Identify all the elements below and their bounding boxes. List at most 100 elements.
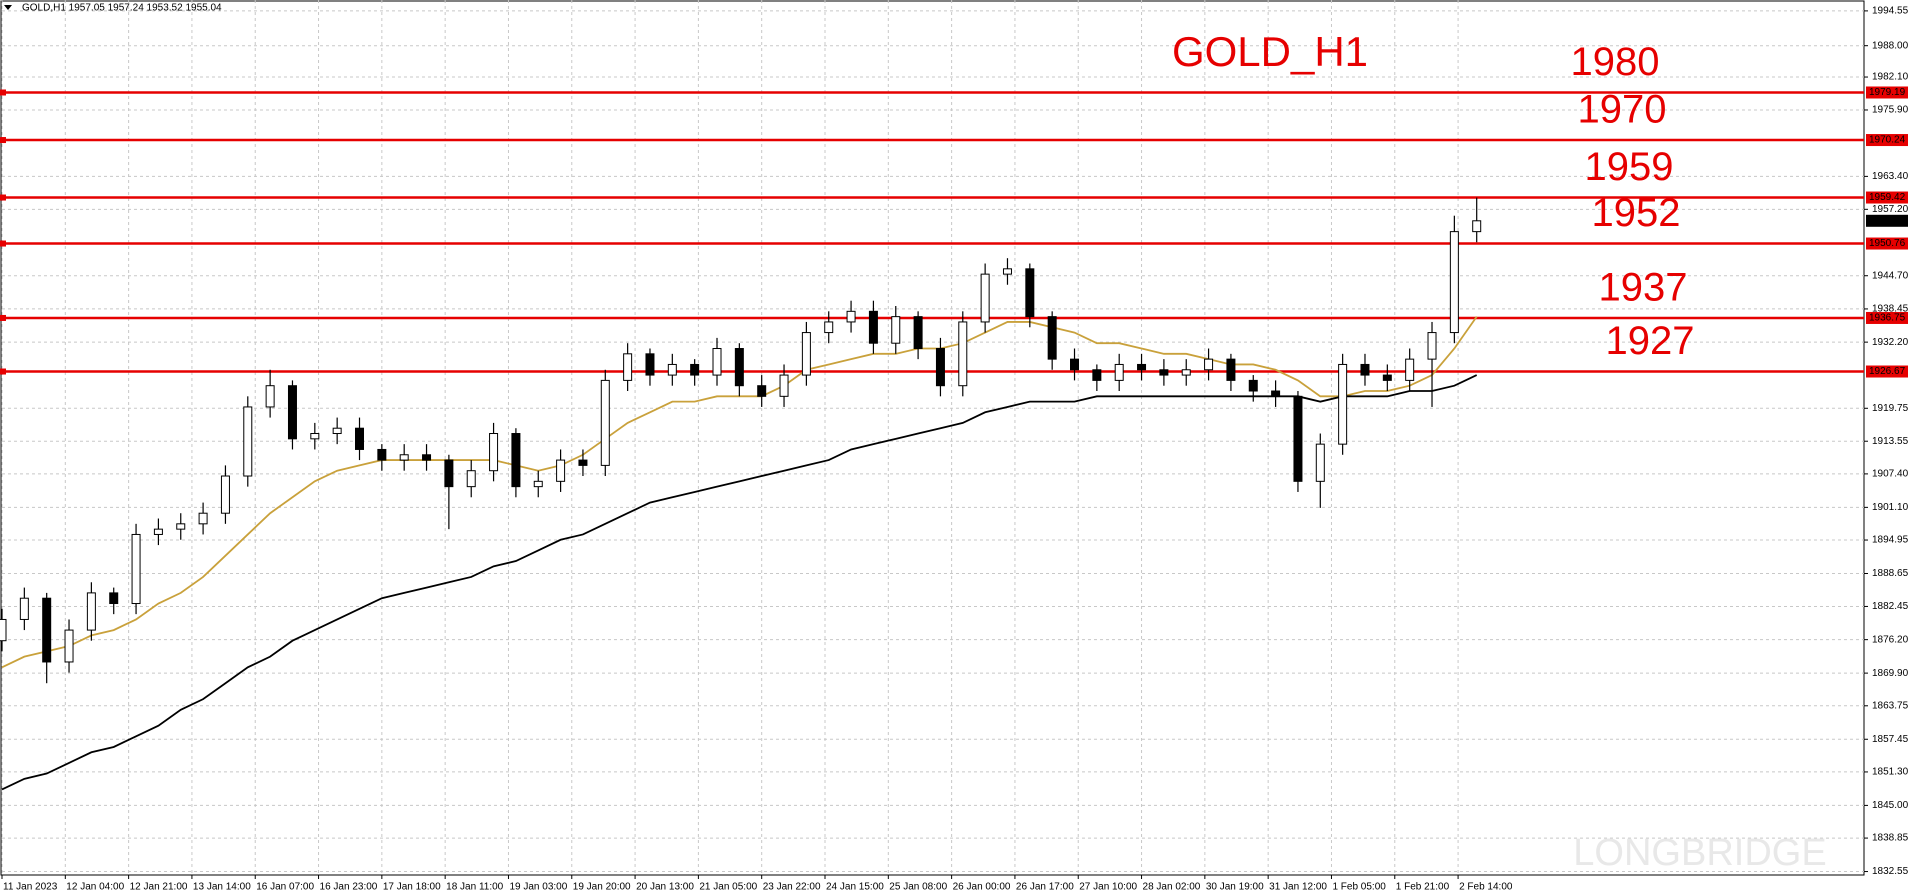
- candle-body: [332, 427, 342, 435]
- candle-body: [109, 592, 119, 605]
- moving-average: [1, 374, 1478, 791]
- level-marker: [0, 194, 6, 201]
- last-price-label: 1955.04: [1869, 215, 1906, 226]
- candle-body: [1427, 332, 1437, 360]
- y-tick-label: 1888.65: [1872, 568, 1909, 579]
- candle-body: [466, 470, 476, 488]
- level-note: 1970: [1578, 88, 1667, 132]
- level-tag-label: 1936.75: [1869, 313, 1906, 324]
- candle-body: [511, 433, 521, 488]
- candle-body: [0, 618, 7, 642]
- y-tick-label: 1869.90: [1872, 668, 1909, 679]
- y-tick-label: 1944.70: [1872, 270, 1909, 281]
- level-tag-label: 1970.24: [1869, 135, 1906, 146]
- candle-body: [1070, 358, 1080, 371]
- level-tag: [1866, 237, 1908, 250]
- x-tick-label: 16 Jan 23:00: [320, 882, 378, 893]
- x-tick-label: 23 Jan 22:00: [763, 882, 821, 893]
- x-tick-label: 28 Jan 02:00: [1143, 882, 1201, 893]
- candle-body: [42, 597, 52, 663]
- y-tick-label: 1857.45: [1872, 734, 1909, 745]
- candle-body: [1226, 358, 1236, 381]
- candle-body: [734, 348, 744, 387]
- level-note: 1980: [1571, 40, 1660, 84]
- x-tick-label: 1 Feb 21:00: [1396, 882, 1450, 893]
- candle-body: [1002, 268, 1012, 275]
- y-tick-label: 1938.45: [1872, 304, 1909, 315]
- level-tag: [1866, 191, 1908, 204]
- candle-body: [19, 597, 29, 620]
- level-tag-label: 1979.19: [1869, 87, 1906, 98]
- y-tick-label: 1963.40: [1872, 171, 1909, 182]
- candle-body: [667, 363, 677, 376]
- x-tick-label: 27 Jan 10:00: [1079, 882, 1137, 893]
- candle-body: [980, 273, 990, 323]
- candle-body: [377, 448, 387, 461]
- x-tick-label: 12 Jan 21:00: [130, 882, 188, 893]
- y-tick-label: 1982.10: [1872, 72, 1909, 83]
- candle-body: [913, 316, 923, 350]
- level-tag-label: 1950.76: [1869, 238, 1906, 249]
- level-tag-label: 1926.67: [1869, 366, 1906, 377]
- candle-body: [1293, 395, 1303, 482]
- candle-body: [198, 512, 208, 525]
- candle-body: [489, 433, 499, 472]
- x-tick-label: 19 Jan 03:00: [509, 882, 567, 893]
- x-tick-label: 24 Jan 15:00: [826, 882, 884, 893]
- level-note: 1937: [1599, 266, 1688, 310]
- candle-body: [1159, 369, 1169, 376]
- last-price-tag: [1866, 214, 1908, 227]
- x-tick-label: 19 Jan 20:00: [573, 882, 631, 893]
- y-tick-label: 1876.20: [1872, 634, 1909, 645]
- y-tick-label: 1957.20: [1872, 204, 1909, 215]
- candle-body: [757, 385, 767, 397]
- y-tick-label: 1838.85: [1872, 833, 1909, 844]
- x-tick-label: 17 Jan 18:00: [383, 882, 441, 893]
- level-marker: [0, 368, 6, 375]
- x-tick-label: 20 Jan 13:00: [636, 882, 694, 893]
- x-tick-label: 30 Jan 19:00: [1206, 882, 1264, 893]
- candle-body: [623, 353, 633, 381]
- level-tag: [1866, 86, 1908, 99]
- candle-body: [1360, 363, 1370, 376]
- level-note: 1927: [1606, 319, 1695, 363]
- candle-body: [243, 406, 253, 477]
- candle-body: [868, 310, 878, 344]
- y-tick-label: 1882.45: [1872, 601, 1909, 612]
- level-marker: [0, 314, 6, 321]
- y-tick-label: 1988.00: [1872, 40, 1909, 51]
- y-tick-label: 1907.40: [1872, 469, 1909, 480]
- candle-body: [712, 348, 722, 376]
- level-marker: [0, 137, 6, 144]
- candle-body: [556, 459, 566, 482]
- candle-body: [801, 332, 811, 376]
- plot-frame: [0, 0, 1865, 876]
- candle-body: [1382, 374, 1392, 381]
- candle-body: [1047, 316, 1057, 360]
- candle-body: [310, 433, 320, 440]
- candle-body: [355, 427, 365, 450]
- level-tag: [1866, 134, 1908, 147]
- candle-body: [578, 459, 588, 466]
- candle-body: [1248, 379, 1258, 392]
- x-tick-label: 13 Jan 14:00: [193, 882, 251, 893]
- chart-title: GOLD_H1: [1172, 28, 1368, 75]
- candle-body: [645, 353, 655, 376]
- candle-body: [444, 459, 454, 488]
- y-tick-label: 1994.55: [1872, 6, 1909, 17]
- x-tick-label: 16 Jan 07:00: [256, 882, 314, 893]
- y-tick-label: 1845.00: [1872, 800, 1909, 811]
- x-tick-label: 31 Jan 12:00: [1269, 882, 1327, 893]
- x-tick-label: 25 Jan 08:00: [889, 882, 947, 893]
- header-arrow: [4, 5, 12, 10]
- candle-body: [935, 348, 945, 387]
- candle-body: [533, 480, 543, 488]
- level-tag: [1866, 311, 1908, 324]
- candle-body: [1271, 390, 1281, 397]
- candle-body: [1092, 369, 1102, 381]
- y-tick-label: 1863.75: [1872, 700, 1909, 711]
- y-tick-label: 1851.30: [1872, 767, 1909, 778]
- candle-body: [1472, 220, 1482, 233]
- watermark: LONGBRIDGE: [1573, 832, 1826, 874]
